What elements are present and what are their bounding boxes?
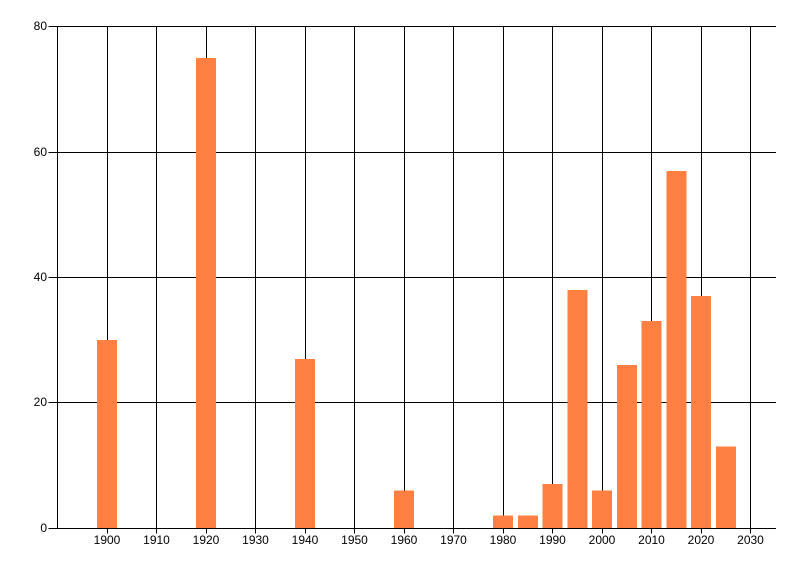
svg-text:2010: 2010 [638,533,665,547]
svg-text:1960: 1960 [391,533,418,547]
svg-text:40: 40 [34,270,48,284]
svg-text:2000: 2000 [589,533,616,547]
svg-text:1900: 1900 [94,533,121,547]
svg-text:1980: 1980 [490,533,517,547]
svg-text:1990: 1990 [539,533,566,547]
svg-text:2030: 2030 [737,533,764,547]
svg-text:1970: 1970 [440,533,467,547]
svg-text:1920: 1920 [193,533,220,547]
svg-text:1940: 1940 [292,533,319,547]
svg-text:20: 20 [34,395,48,409]
svg-text:2020: 2020 [688,533,715,547]
svg-text:60: 60 [34,145,48,159]
svg-text:0: 0 [40,521,47,535]
svg-text:1950: 1950 [341,533,368,547]
svg-text:1930: 1930 [242,533,269,547]
svg-text:1910: 1910 [143,533,170,547]
svg-text:80: 80 [34,19,48,33]
